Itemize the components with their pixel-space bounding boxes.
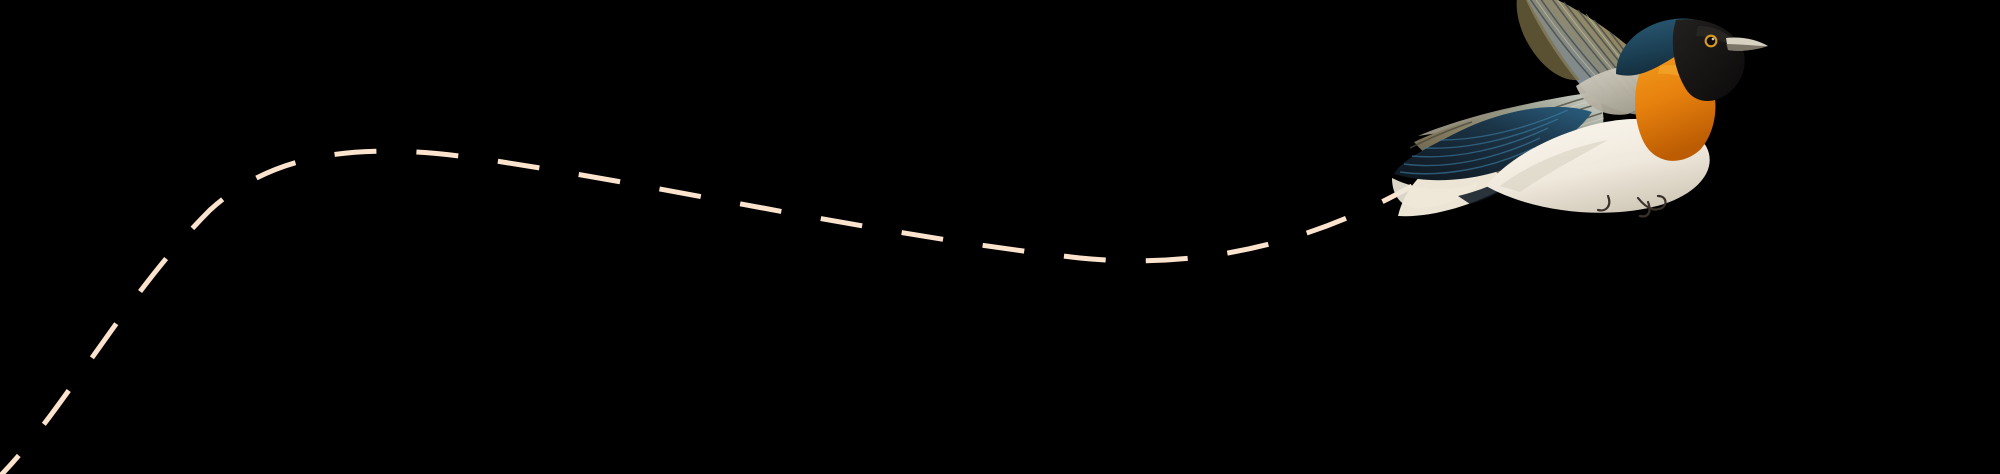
flight-path-trail xyxy=(0,148,1414,474)
